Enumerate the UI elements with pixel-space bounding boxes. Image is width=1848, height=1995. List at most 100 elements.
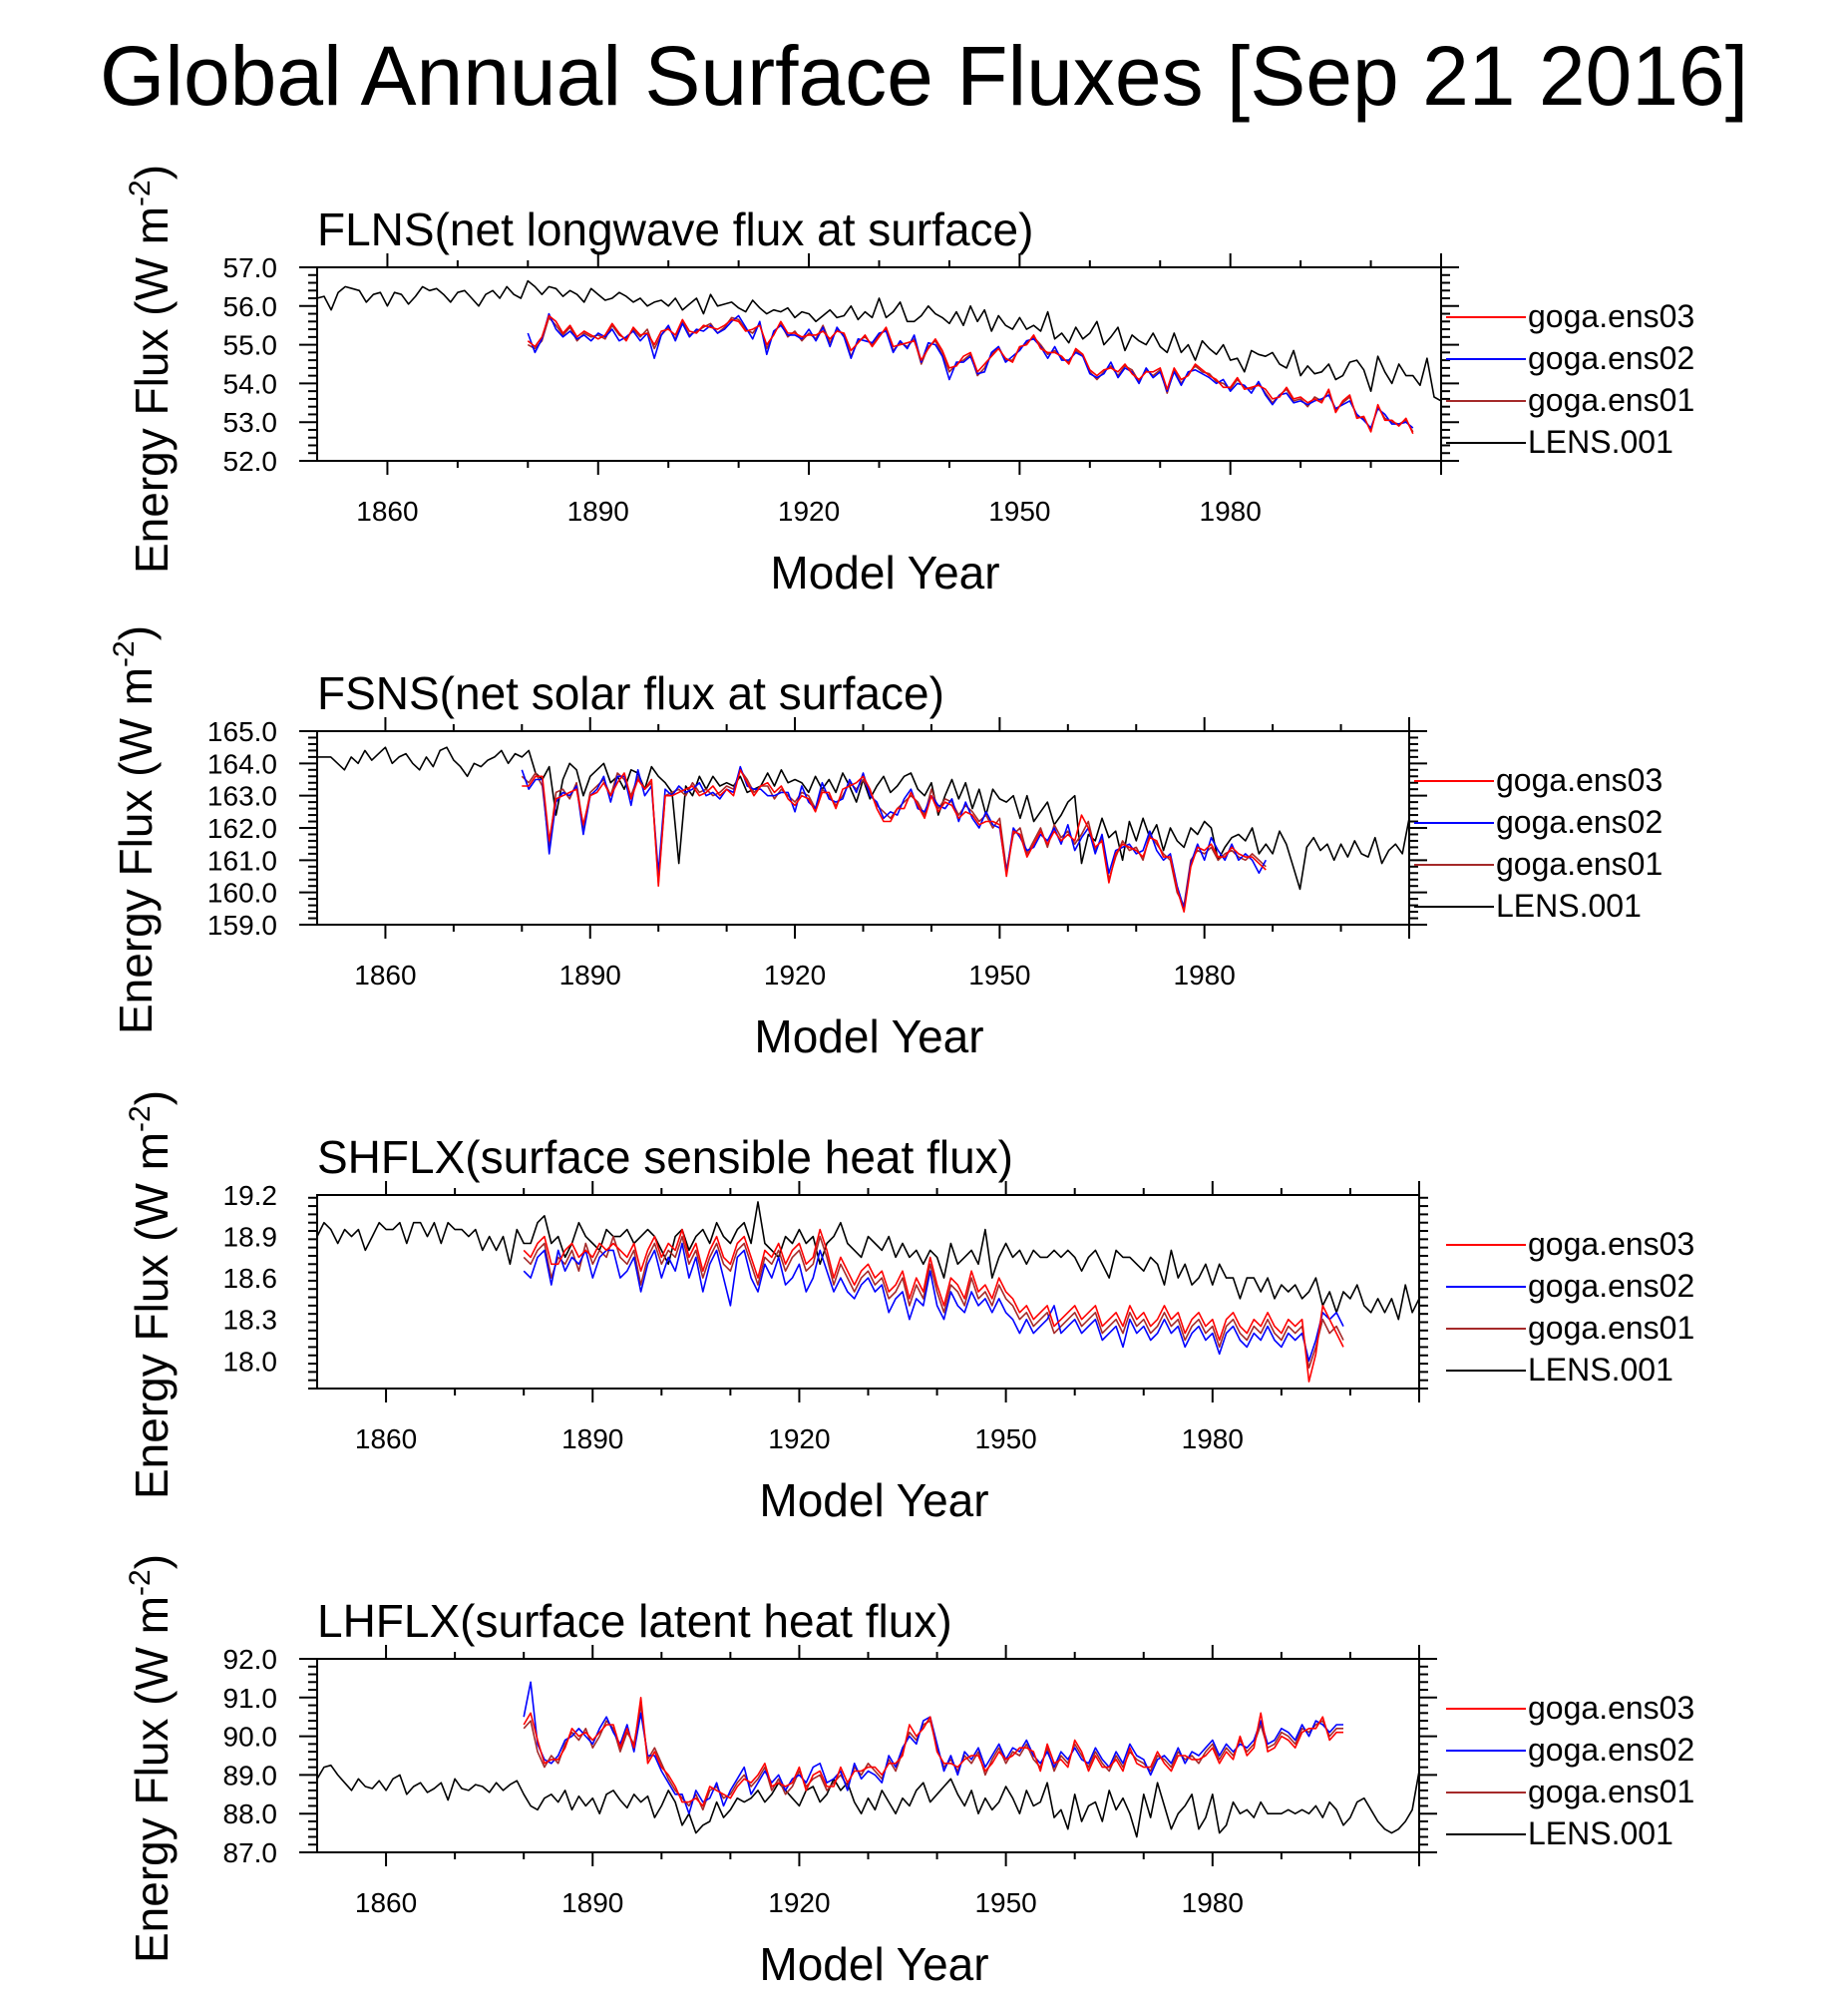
y-tick-label: 89.0 — [223, 1760, 278, 1791]
series-line-goga.ens03 — [523, 1228, 1344, 1383]
legend-label: goga.ens01 — [1528, 1310, 1694, 1346]
y-tick-label: 87.0 — [223, 1837, 278, 1868]
y-tick-label: 52.0 — [223, 446, 278, 477]
legend-label: LENS.001 — [1496, 888, 1642, 924]
y-tick-label: 90.0 — [223, 1722, 278, 1753]
plot-frame — [316, 730, 1410, 926]
plot-frame — [316, 1194, 1420, 1390]
y-tick-label: 18.3 — [223, 1305, 278, 1336]
y-tick-label: 92.0 — [223, 1644, 278, 1675]
x-axis-label: Model Year — [754, 1010, 983, 1062]
x-axis-label: Model Year — [759, 1474, 988, 1526]
legend: goga.ens03 goga.ens02 goga.ens01 LENS.001 — [1446, 298, 1694, 460]
x-tick-label: 1860 — [354, 960, 416, 991]
x-axis-label: Model Year — [770, 547, 999, 598]
y-tick-label: 162.0 — [207, 813, 277, 844]
x-tick-label: 1980 — [1182, 1887, 1244, 1918]
legend-label: goga.ens02 — [1528, 340, 1694, 376]
chart-title: FSNS(net solar flux at surface) — [317, 667, 944, 719]
y-tick-label: 55.0 — [223, 330, 278, 361]
y-axis-label: Energy Flux (W m-2) — [124, 165, 178, 574]
y-tick-label: 18.0 — [223, 1346, 278, 1377]
y-tick-label: 160.0 — [207, 878, 277, 909]
y-tick-label: 164.0 — [207, 748, 277, 779]
series-line-goga.ens01 — [523, 1235, 1344, 1369]
y-axis-label: Energy Flux (W m-2) — [108, 625, 162, 1034]
x-tick-label: 1950 — [974, 1423, 1036, 1454]
series-line-LENS.001 — [317, 1201, 1419, 1321]
y-tick-label: 56.0 — [223, 291, 278, 322]
x-tick-label: 1980 — [1182, 1423, 1244, 1454]
x-tick-label: 1920 — [768, 1423, 830, 1454]
x-tick-label: 1890 — [559, 960, 621, 991]
x-tick-label: 1920 — [778, 496, 840, 527]
x-tick-label: 1860 — [356, 496, 418, 527]
y-tick-label: 19.2 — [223, 1180, 278, 1211]
chart-title: SHFLX(surface sensible heat flux) — [317, 1131, 1013, 1183]
y-tick-label: 18.9 — [223, 1222, 278, 1253]
plot-frame — [316, 1658, 1420, 1853]
y-tick-label: 161.0 — [207, 845, 277, 876]
y-tick-label: 91.0 — [223, 1683, 278, 1714]
legend-label: goga.ens01 — [1496, 846, 1663, 882]
x-tick-label: 1890 — [561, 1423, 623, 1454]
x-tick-label: 1950 — [988, 496, 1050, 527]
chart-title: FLNS(net longwave flux at surface) — [317, 203, 1033, 255]
chart-panel-3: SHFLX(surface sensible heat flux) Energy … — [124, 1090, 1694, 1526]
legend-label: goga.ens02 — [1528, 1732, 1694, 1768]
legend-label: goga.ens01 — [1528, 382, 1694, 418]
x-tick-label: 1980 — [1174, 960, 1236, 991]
series-line-LENS.001 — [317, 279, 1441, 402]
legend-label: goga.ens01 — [1528, 1774, 1694, 1809]
y-axis-label: Energy Flux (W m-2) — [124, 1090, 178, 1499]
series-line-goga.ens03 — [522, 768, 1267, 913]
legend-label: goga.ens03 — [1528, 1226, 1694, 1262]
legend-label: LENS.001 — [1528, 1352, 1673, 1388]
y-tick-label: 163.0 — [207, 781, 277, 812]
series-line-goga.ens03 — [523, 1697, 1343, 1807]
series-group — [317, 279, 1441, 435]
legend-label: goga.ens02 — [1528, 1268, 1694, 1304]
legend-label: LENS.001 — [1528, 1815, 1673, 1851]
y-tick-label: 88.0 — [223, 1798, 278, 1829]
legend: goga.ens03 goga.ens02 goga.ens01 LENS.001 — [1446, 1226, 1694, 1388]
y-tick-label: 18.6 — [223, 1263, 278, 1294]
x-axis-label: Model Year — [759, 1938, 988, 1990]
y-axis-label: Energy Flux (W m-2) — [124, 1554, 178, 1963]
legend-label: goga.ens03 — [1528, 298, 1694, 334]
series-line-LENS.001 — [317, 746, 1409, 891]
x-tick-label: 1980 — [1200, 496, 1262, 527]
page-title: Global Annual Surface Fluxes [Sep 21 201… — [99, 29, 1749, 123]
legend-label: goga.ens03 — [1528, 1690, 1694, 1726]
series-line-goga.ens02 — [523, 1242, 1344, 1363]
series-group — [317, 1681, 1419, 1838]
plot-frame — [316, 266, 1442, 462]
chart-panel-1: FLNS(net longwave flux at surface) Energy… — [124, 165, 1694, 598]
chart-panel-2: FSNS(net solar flux at surface) Energy Fl… — [108, 625, 1663, 1062]
x-tick-label: 1890 — [561, 1887, 623, 1918]
y-tick-label: 54.0 — [223, 368, 278, 399]
x-tick-label: 1950 — [968, 960, 1030, 991]
x-tick-label: 1860 — [355, 1423, 417, 1454]
chart-title: LHFLX(surface latent heat flux) — [317, 1595, 952, 1647]
x-tick-label: 1890 — [567, 496, 629, 527]
series-line-goga.ens02 — [527, 312, 1414, 429]
x-tick-label: 1860 — [355, 1887, 417, 1918]
legend: goga.ens03 goga.ens02 goga.ens01 LENS.001 — [1446, 1690, 1694, 1851]
legend-label: goga.ens03 — [1496, 762, 1663, 798]
y-tick-label: 53.0 — [223, 407, 278, 438]
series-line-goga.ens03 — [527, 314, 1414, 435]
legend-label: LENS.001 — [1528, 424, 1673, 460]
y-tick-label: 165.0 — [207, 716, 277, 747]
series-group — [317, 746, 1409, 913]
y-tick-label: 159.0 — [207, 910, 277, 941]
legend-label: goga.ens02 — [1496, 804, 1663, 840]
x-tick-label: 1920 — [764, 960, 826, 991]
series-line-LENS.001 — [317, 1764, 1419, 1838]
chart-panel-4: LHFLX(surface latent heat flux) Energy Fl… — [124, 1554, 1694, 1990]
y-tick-label: 57.0 — [223, 252, 278, 283]
x-tick-label: 1920 — [768, 1887, 830, 1918]
series-group — [317, 1201, 1419, 1383]
x-tick-label: 1950 — [974, 1887, 1036, 1918]
